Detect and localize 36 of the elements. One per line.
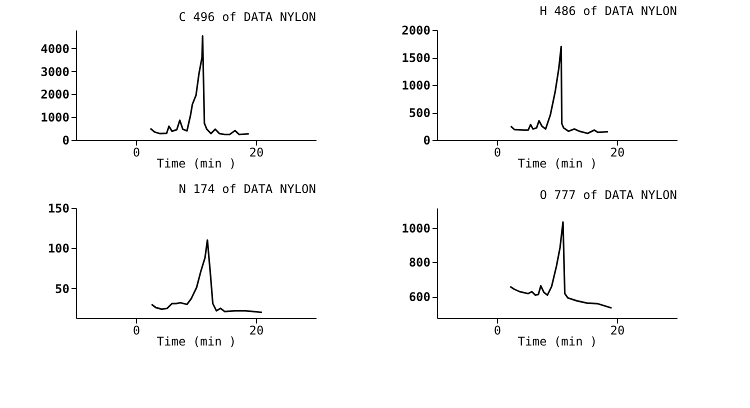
chart-title: N 174 of DATA NYLON (178, 182, 316, 196)
x-tick-label: 0 (132, 146, 140, 160)
y-tick-label: 800 (408, 256, 430, 270)
x-axis-title: Time (min ) (518, 156, 598, 170)
y-tick-label: 1000 (402, 78, 430, 92)
x-axis-title: Time (min ) (156, 156, 236, 170)
x-tick-label: 20 (610, 146, 625, 160)
x-tick-label: 20 (610, 324, 625, 338)
y-tick-label: 50 (55, 282, 70, 296)
y-tick-label: 150 (48, 202, 70, 216)
x-tick-label: 0 (494, 324, 502, 338)
y-tick-label: 0 (62, 134, 70, 148)
chart-title: H 486 of DATA NYLON (540, 4, 677, 18)
x-axis-title: Time (min ) (518, 334, 598, 348)
y-tick-label: 600 (408, 290, 430, 304)
chart-title: C 496 of DATA NYLON (178, 10, 316, 24)
x-tick-label: 0 (494, 146, 502, 160)
y-tick-label: 3000 (40, 64, 70, 79)
x-tick-label: 20 (249, 146, 264, 160)
line-series (509, 221, 612, 309)
y-tick-label: 4000 (40, 42, 70, 56)
x-tick-label: 20 (249, 324, 264, 338)
y-tick-label: 100 (48, 242, 70, 256)
y-tick-label: 1500 (402, 51, 430, 65)
line-series (150, 35, 250, 136)
line-series (510, 46, 609, 134)
x-tick-label: 0 (132, 324, 140, 338)
chart-title: O 777 of DATA NYLON (540, 188, 677, 202)
y-tick-label: 2000 (40, 88, 70, 102)
y-tick-label: 500 (408, 106, 430, 120)
line-series (150, 239, 263, 314)
y-tick-label: 0 (423, 134, 430, 148)
y-tick-label: 2000 (402, 24, 430, 38)
y-tick-label: 1000 (40, 110, 70, 125)
x-axis-title: Time (min ) (156, 334, 236, 348)
y-tick-label: 1000 (402, 221, 430, 236)
